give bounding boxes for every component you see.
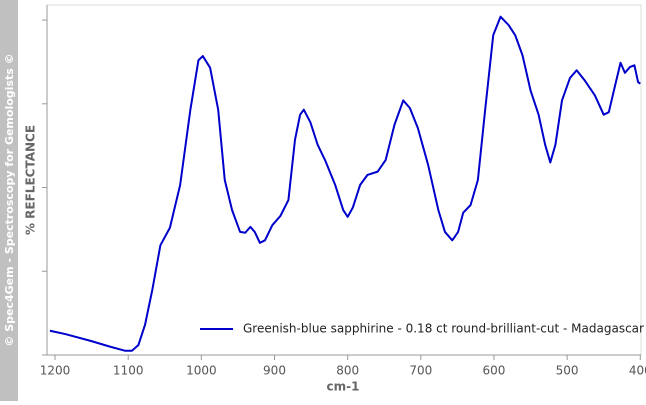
spectrum-line [49,15,641,352]
x-tick-label: 600 [483,364,506,378]
x-tick-label: 1200 [40,364,71,378]
watermark-strip [0,0,18,401]
x-axis-title: cm-1 [327,380,360,394]
legend-label: Greenish-blue sapphirine - 0.18 ct round… [243,322,644,336]
watermark: © Spec4Gem - Spectroscopy for Gemologist… [3,53,16,346]
x-tick-label: 1000 [186,364,217,378]
x-tick-label: 700 [409,364,432,378]
x-tick-label: 1100 [113,364,144,378]
y-axis-title: % REFLECTANCE [24,125,38,235]
x-tick-label: 900 [263,364,286,378]
plot-frame [46,4,642,356]
x-tick-label: 500 [556,364,579,378]
x-tick-label: 400 [629,364,646,378]
x-tick-label: 800 [336,364,359,378]
